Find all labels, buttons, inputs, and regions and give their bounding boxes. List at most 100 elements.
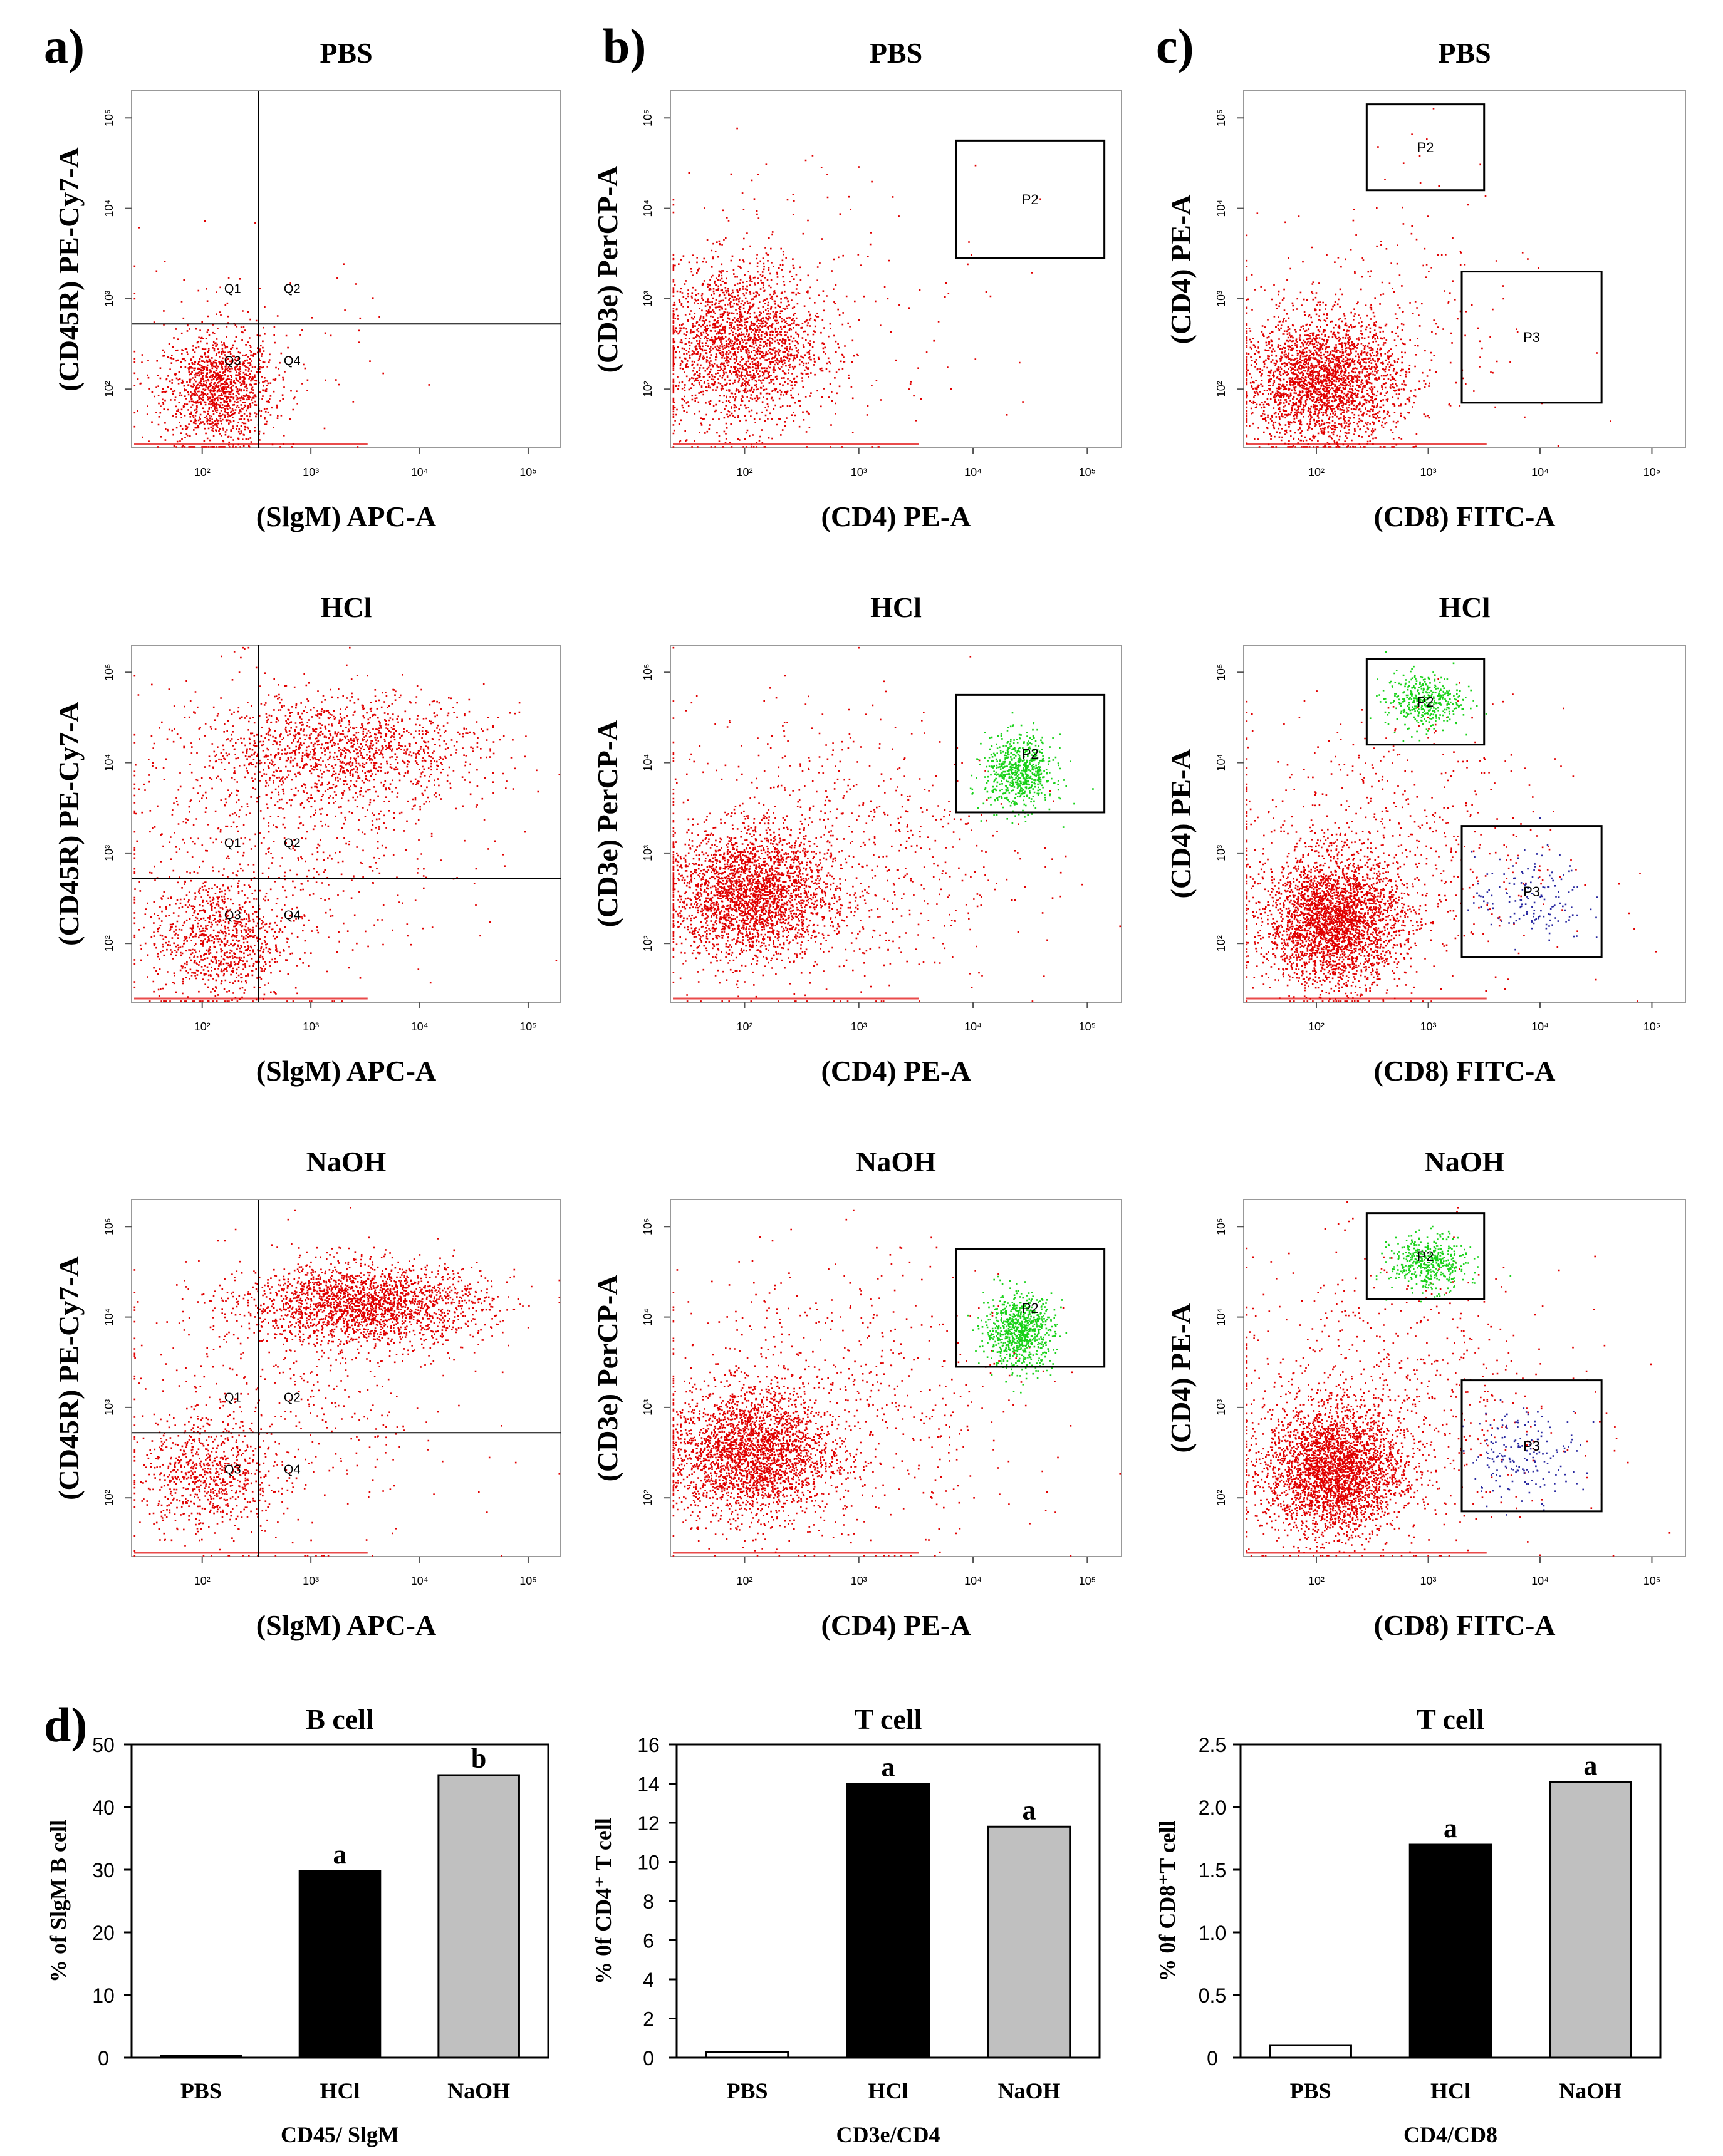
bar [1269,2044,1352,2059]
x-tick-label: 10³ [1420,1020,1436,1033]
event-cloud [133,1207,561,1557]
x-tick-label: 10⁵ [1643,1575,1660,1587]
gate-p2 [1365,658,1486,746]
y-tick-label: 50 [92,1734,115,1756]
event-cloud [967,1275,1068,1394]
x-tick-label: 10² [736,1020,752,1033]
x-axis-label: CD3e/CD4 [836,2122,940,2147]
quadrant-label: Q2 [284,1391,301,1404]
y-tick-label: 1.0 [1199,1922,1226,1944]
y-tick-label: 1.5 [1199,1859,1226,1882]
plot-title: HCl [1439,591,1491,623]
event-cloud [148,666,561,842]
gate-p2 [955,1248,1106,1368]
gate-p2 [955,139,1106,259]
bar [1549,1781,1632,2059]
gate-label: P2 [1417,1248,1434,1264]
x-axis-label: CD45/ SlgM [281,2122,399,2147]
event-cloud [672,198,912,448]
significance-letter: a [1023,1795,1036,1825]
x-tick-label: 10⁴ [1531,1575,1549,1587]
event-cloud [1369,651,1487,742]
plot-frame [131,90,561,448]
plot-frame [1243,645,1686,1003]
x-tick-label: 10⁴ [411,1020,429,1033]
flow-plot: NaOH (CD8) FITC-A (CD4) PE-A 10² 10² 10³ 10³ 10… [1165,1146,1686,1641]
y-tick-label: 10³ [103,291,115,307]
event-cloud [133,646,558,1002]
significance-letter: a [882,1752,895,1783]
x-tick-label: PBS [726,2078,768,2103]
plot-frame [131,1199,561,1557]
y-tick-label: 10⁵ [103,110,115,127]
plot-frame [670,90,1122,448]
y-tick-label: 10³ [1215,845,1227,861]
event-cloud [133,1386,313,1557]
flow-plot: PBS (CD8) FITC-A (CD4) PE-A 10² 10² 10³ 10³ 10⁴… [1165,37,1686,532]
significance-letter: a [333,1839,347,1870]
y-tick-label: 10 [92,1984,115,2007]
plot-title: NaOH [856,1146,936,1178]
y-tick-label: 10⁵ [103,664,115,681]
y-axis-label: (CD4) PE-A [1165,195,1197,345]
gate-label: P2 [1417,140,1434,155]
y-tick-label: 10⁴ [642,1309,654,1326]
y-tick-label: 0 [98,2047,109,2070]
flow-plot: HCl (SlgM) APC-A (CD45R) PE-Cy7-A 10² 10² 10³… [53,591,561,1087]
significance-letter: a [1444,1813,1457,1843]
y-axis-label: (CD3e) PerCP-A [591,1275,623,1482]
quadrant-label: Q1 [224,282,241,296]
x-tick-label: 10² [736,466,752,479]
scatter-points [133,220,430,448]
x-tick-label: 10⁴ [964,1575,982,1587]
flow-plot: NaOH (SlgM) APC-A (CD45R) PE-Cy7-A 10² 10² 10… [53,1146,561,1641]
x-tick-label: 10³ [851,1020,867,1033]
x-tick-label: 10² [736,1575,752,1587]
scatter-points [1246,1201,1671,1557]
bar-chart: T cell 0 0.5 1.0 1.5 2.0 2.5 PBS HCl a NaOH a CD4/CD… [1155,1703,1662,2147]
panel-letter: d) [44,1697,87,1752]
y-tick-label: 10⁴ [1215,754,1227,772]
x-tick-label: 10³ [303,1020,319,1033]
gate-label: P2 [1022,192,1039,207]
y-tick-label: 10⁴ [103,1309,115,1326]
gate-label: P3 [1523,884,1540,899]
x-tick-label: NaOH [1559,2078,1621,2103]
quadrant-label: Q4 [284,1463,301,1476]
panel-letter: b) [603,19,646,73]
y-tick-label: 0.5 [1199,1984,1226,2007]
x-axis-label: (SlgM) APC-A [256,1609,436,1641]
y-tick-label: 10² [103,381,115,397]
bar [846,1783,930,2059]
x-tick-label: 10⁵ [519,1575,536,1587]
x-tick-label: 10² [1308,466,1325,479]
bar-chart: T cell 0 2 4 6 8 10 12 14 16 PBS HCl a NaOH a CD3e/CD4%… [591,1703,1101,2147]
plot-title: PBS [870,37,922,69]
x-tick-label: 10³ [851,1575,867,1587]
x-tick-label: NaOH [997,2078,1060,2103]
x-tick-label: 10⁴ [411,1575,429,1587]
y-tick-label: 8 [643,1890,654,1913]
event-cloud [969,712,1094,828]
quadrant-label: Q4 [284,354,301,368]
y-tick-label: 16 [637,1734,660,1756]
quadrant-label: Q3 [224,1463,241,1476]
x-tick-label: 10⁴ [1531,1020,1549,1033]
x-axis-label: (SlgM) APC-A [256,500,436,532]
quadrant-label: Q2 [284,282,301,296]
flow-plot: NaOH (CD4) PE-A (CD3e) PerCP-A 10² 10² 10³ 10³… [591,1146,1122,1641]
y-tick-label: 40 [92,1796,115,1819]
event-cloud [672,646,1121,1002]
gate-p2 [1365,103,1486,192]
plot-title: HCl [870,591,922,623]
y-tick-label: 30 [92,1859,115,1882]
plot-title: NaOH [306,1146,387,1178]
x-tick-label: 10⁴ [964,466,982,479]
y-tick-label: 10⁵ [1215,1218,1227,1235]
y-tick-label: 10⁵ [642,664,654,681]
scatter-points [1246,108,1611,448]
event-cloud [1246,1335,1455,1557]
gate-p3 [1460,1379,1603,1513]
y-tick-label: 10² [642,1490,654,1506]
scatter-points [133,1207,561,1557]
